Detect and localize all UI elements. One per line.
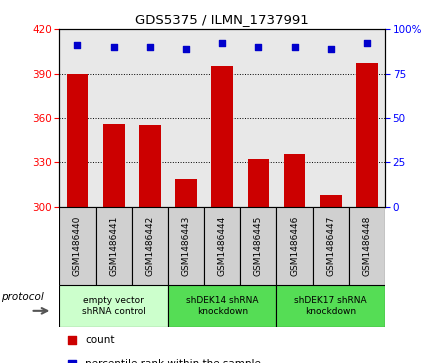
Bar (204, 207, 240, 285)
Bar (59, 207, 95, 285)
Bar (356, 63, 378, 207)
Bar (103, 124, 125, 207)
Text: count: count (85, 335, 115, 345)
Bar (349, 207, 385, 285)
Bar (211, 66, 233, 207)
Bar (139, 125, 161, 207)
Bar (66, 73, 88, 207)
Text: shDEK14 shRNA
knockdown: shDEK14 shRNA knockdown (186, 296, 258, 315)
Bar (132, 207, 168, 285)
Text: GSM1486446: GSM1486446 (290, 216, 299, 276)
Point (219, 40, 226, 46)
Text: percentile rank within the sample: percentile rank within the sample (85, 359, 261, 363)
Point (147, 44, 154, 50)
Bar (59, 285, 168, 327)
Title: GDS5375 / ILMN_1737991: GDS5375 / ILMN_1737991 (136, 13, 309, 26)
Bar (95, 207, 132, 285)
Point (69, 337, 76, 343)
Point (69, 360, 76, 363)
Bar (175, 179, 197, 207)
Text: GSM1486448: GSM1486448 (363, 216, 371, 276)
Bar (313, 207, 349, 285)
Bar (168, 285, 276, 327)
Bar (320, 195, 341, 207)
Bar (276, 285, 385, 327)
Point (363, 40, 370, 46)
Point (74, 42, 81, 48)
Bar (248, 159, 269, 207)
Text: GSM1486442: GSM1486442 (145, 216, 154, 276)
Text: GSM1486440: GSM1486440 (73, 216, 82, 276)
Point (255, 44, 262, 50)
Text: GSM1486445: GSM1486445 (254, 216, 263, 276)
Bar (284, 154, 305, 207)
Text: protocol: protocol (1, 291, 44, 302)
Bar (240, 207, 276, 285)
Point (183, 46, 190, 52)
Text: shDEK17 shRNA
knockdown: shDEK17 shRNA knockdown (294, 296, 367, 315)
Point (110, 44, 117, 50)
Text: empty vector
shRNA control: empty vector shRNA control (82, 296, 146, 315)
Text: GSM1486447: GSM1486447 (326, 216, 335, 276)
Text: GSM1486443: GSM1486443 (182, 216, 191, 276)
Text: GSM1486444: GSM1486444 (218, 216, 227, 276)
Point (327, 46, 334, 52)
Bar (276, 207, 313, 285)
Point (291, 44, 298, 50)
Text: GSM1486441: GSM1486441 (109, 216, 118, 276)
Bar (168, 207, 204, 285)
